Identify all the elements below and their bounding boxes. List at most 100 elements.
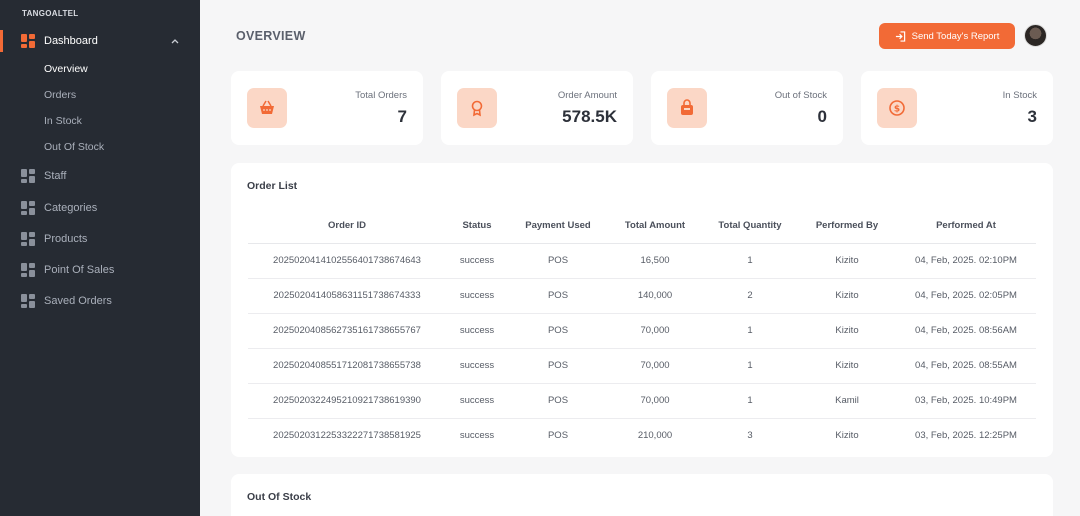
grid-icon [21,232,35,246]
status-cell: success [446,348,508,384]
quantity-cell: 2 [702,278,798,314]
performed-by-cell: Kizito [798,313,896,349]
performed-by-cell: Kamil [798,383,896,419]
quantity-cell: 1 [702,348,798,384]
brand-name: TANGOALTEL [22,9,79,18]
sidebar-item-label: Products [44,233,88,245]
status-cell: success [459,430,495,442]
table-row[interactable]: 2025020408562735161738655767 success POS… [248,313,1036,349]
column-header[interactable]: Status [446,209,508,244]
column-header[interactable]: Total Quantity [702,209,798,244]
grid-icon [21,201,35,215]
performed-at-cell: 04, Feb, 2025. 02:05PM [896,278,1036,314]
performed-at-cell: 04, Feb, 2025. 08:55AM [896,348,1036,384]
basket-icon [247,88,287,128]
status-cell: success [446,383,508,419]
login-icon [895,30,905,42]
amount-cell: 16,500 [608,243,702,279]
column-header[interactable]: Performed At [896,209,1036,244]
active-indicator [0,30,3,52]
performed-at-cell: 04, Feb, 2025. 08:56AM [896,313,1036,349]
order-list-title: Order List [247,180,298,192]
payment-cell: POS [508,243,608,279]
send-report-button[interactable]: Send Today's Report [879,23,1015,49]
stat-label: Total Orders [355,90,407,101]
bag-icon [667,88,707,128]
performed-at-cell: 03, Feb, 2025. 10:49PM [896,383,1036,419]
column-header[interactable]: Payment Used [508,209,608,244]
chevron-up-icon[interactable] [170,36,180,46]
amount-cell: 70,000 [608,313,702,349]
performed-by-cell: Kizito [835,430,859,442]
order-list-panel: Order List Order ID Status Payment Used … [231,163,1053,457]
sidebar-item-dashboard[interactable]: Dashboard [0,28,200,54]
grid-icon [21,263,35,277]
performed-by-cell: Kizito [798,243,896,279]
quantity-cell: 1 [702,243,798,279]
sidebar-item-label: Staff [44,170,67,182]
out-of-stock-panel: Out Of Stock [231,474,1053,516]
sidebar-subitem-out-of-stock[interactable]: Out Of Stock [44,141,105,153]
sidebar-item-saved-orders[interactable]: Saved Orders [0,288,200,314]
dollar-icon: $ [877,88,917,128]
stat-card-in-stock: $ In Stock 3 [861,71,1053,145]
sidebar-item-label: Dashboard [44,35,98,47]
stat-value: 578.5K [562,107,617,126]
payment-cell: POS [508,383,608,419]
table-row[interactable]: 2025020408551712081738655738 success POS… [248,348,1036,384]
column-header[interactable]: Order ID [248,209,446,244]
amount-cell: 70,000 [608,348,702,384]
stat-label: Order Amount [557,90,617,101]
quantity-cell: 1 [702,383,798,419]
stat-value: 0 [817,107,827,126]
sidebar-subitem-overview[interactable]: Overview [44,63,88,75]
order-id-cell: 2025020408562735161738655767 [248,313,446,349]
sidebar-subitem-in-stock[interactable]: In Stock [44,115,82,127]
performed-at-cell: 04, Feb, 2025. 02:10PM [896,243,1036,279]
order-id-cell: 2025020414102556401738674643 [248,243,446,279]
table-row[interactable]: 2025020322495210921738619390 success POS… [248,383,1036,419]
sidebar-item-point-of-sales[interactable]: Point Of Sales [0,257,200,283]
order-id-cell: 2025020414058631151738674333 [248,278,446,314]
award-icon [457,88,497,128]
status-cell: success [446,243,508,279]
sidebar-item-categories[interactable]: Categories [0,195,200,221]
grid-icon [21,169,35,183]
out-of-stock-title: Out Of Stock [247,491,312,503]
performed-by-cell: Kizito [798,278,896,314]
table-row[interactable]: 2025020414058631151738674333 success POS… [248,278,1036,314]
stat-value: 3 [1027,107,1037,126]
stat-label: Out of Stock [774,90,827,101]
column-header[interactable]: Total Amount [608,209,702,244]
sidebar-item-label: Point Of Sales [44,264,115,276]
payment-cell: POS [508,313,608,349]
order-table: Order ID Status Payment Used Total Amoun… [248,209,1036,453]
payment-cell: POS [508,278,608,314]
stat-card-total-orders: Total Orders 7 [231,71,423,145]
column-header[interactable]: Performed By [798,209,896,244]
sidebar-item-products[interactable]: Products [0,226,200,252]
amount-cell: 210,000 [637,430,673,442]
sidebar: TANGOALTEL Dashboard Overview Orders In … [0,0,200,516]
grid-icon [21,294,35,308]
order-id-cell: 2025020322495210921738619390 [248,383,446,419]
amount-cell: 140,000 [608,278,702,314]
quantity-cell: 3 [747,430,753,442]
table-row[interactable]: 2025020312253322271738581925 success POS… [248,418,1036,453]
performed-at-cell: 03, Feb, 2025. 12:25PM [915,430,1017,442]
table-row[interactable]: 2025020414102556401738674643 success POS… [248,243,1036,279]
stat-label: In Stock [1002,90,1037,101]
sidebar-item-staff[interactable]: Staff [0,163,200,189]
status-cell: success [446,313,508,349]
stat-value: 7 [397,107,407,126]
payment-cell: POS [547,430,569,442]
performed-by-cell: Kizito [798,348,896,384]
avatar[interactable] [1024,24,1047,47]
page-title: OVERVIEW [236,29,306,43]
quantity-cell: 1 [702,313,798,349]
payment-cell: POS [508,348,608,384]
sidebar-subitem-orders[interactable]: Orders [44,89,77,101]
order-id-cell: 2025020408551712081738655738 [248,348,446,384]
dashboard-icon [21,34,35,48]
amount-cell: 70,000 [608,383,702,419]
